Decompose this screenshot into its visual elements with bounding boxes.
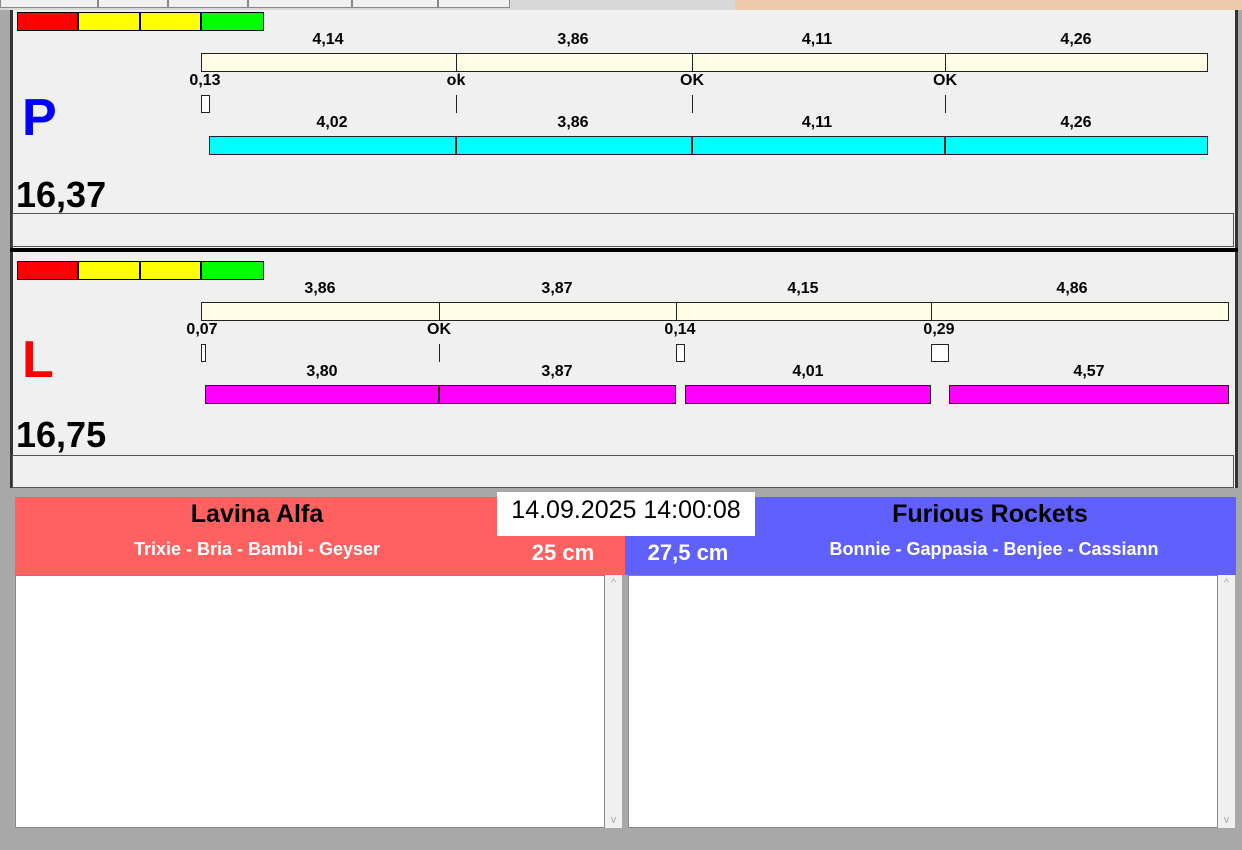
- color-scale-segment: [140, 12, 201, 31]
- bottom-bar-segment: [456, 136, 692, 155]
- marker-box: [676, 344, 685, 362]
- top-segment-label: 4,86: [1056, 280, 1088, 297]
- top-bar-divider: [931, 302, 932, 321]
- top-segment-label: 3,87: [541, 280, 573, 297]
- top-bar-divider: [676, 302, 677, 321]
- marker-label: OK: [933, 72, 957, 89]
- l-info-box: [12, 455, 1234, 488]
- top-segment-label: 3,86: [304, 280, 336, 297]
- bottom-segment-label: 4,57: [1073, 363, 1105, 380]
- bottom-segment-label: 4,02: [316, 114, 348, 131]
- team-right-members: Bonnie - Gappasia - Benjee - Cassiann: [829, 539, 1159, 559]
- marker-label: ok: [446, 72, 466, 89]
- team-right-scrollbar[interactable]: ^ v: [1218, 575, 1235, 828]
- marker-tick: [439, 344, 440, 362]
- tab[interactable]: [0, 0, 98, 8]
- bottom-segment-label: 4,26: [1060, 114, 1092, 131]
- marker-label: OK: [427, 321, 451, 338]
- bottom-segment-label: 3,80: [306, 363, 338, 380]
- bottom-bar-segment: [209, 136, 456, 155]
- top-segment-label: 4,11: [801, 31, 833, 48]
- l-total: 16,75: [16, 414, 107, 455]
- top-segment-label: 4,26: [1060, 31, 1092, 48]
- tab-strip: [0, 0, 735, 10]
- tab[interactable]: [168, 0, 248, 8]
- header-strip: [735, 0, 1242, 10]
- panel-divider: [10, 248, 1238, 252]
- color-scale-segment: [140, 261, 201, 280]
- team-right-height: 27,5 cm: [647, 540, 729, 565]
- marker-label: 0,13: [189, 72, 221, 89]
- team-left-list[interactable]: [15, 575, 605, 828]
- l-letter: L: [22, 331, 54, 389]
- p-total: 16,37: [16, 174, 107, 215]
- bottom-bar-segment: [439, 385, 676, 404]
- top-bar-divider: [439, 302, 440, 321]
- marker-label: 0,07: [186, 321, 218, 338]
- tab[interactable]: [98, 0, 168, 8]
- team-left-scrollbar[interactable]: ^ v: [605, 575, 622, 828]
- marker-tick: [945, 95, 946, 113]
- marker-box: [201, 95, 210, 113]
- panel-p: [10, 10, 1238, 248]
- team-left-height: 25 cm: [531, 540, 595, 565]
- bottom-bar-segment: [205, 385, 439, 404]
- color-scale-segment: [17, 12, 78, 31]
- tab[interactable]: [438, 0, 510, 8]
- team-left-name: Lavina Alfa: [190, 500, 324, 528]
- color-scale-segment: [78, 12, 140, 31]
- bottom-bar-segment: [685, 385, 931, 404]
- bottom-segment-label: 4,11: [801, 114, 833, 131]
- bottom-segment-label: 3,87: [541, 363, 573, 380]
- team-left-members: Trixie - Bria - Bambi - Geyser: [133, 539, 381, 559]
- marker-box: [931, 344, 949, 362]
- color-scale-segment: [78, 261, 140, 280]
- marker-label: 0,29: [923, 321, 955, 338]
- bottom-segment-label: 4,01: [792, 363, 824, 380]
- color-scale-segment: [201, 261, 264, 280]
- top-segment-label: 4,14: [312, 31, 344, 48]
- bottom-bar-segment: [949, 385, 1229, 404]
- color-scale-segment: [201, 12, 264, 31]
- tab[interactable]: [248, 0, 352, 8]
- bottom-bar-segment: [945, 136, 1208, 155]
- marker-tick: [456, 95, 457, 113]
- tab[interactable]: [352, 0, 438, 8]
- top-segment-label: 3,86: [557, 31, 589, 48]
- marker-tick: [692, 95, 693, 113]
- top-bar-divider: [456, 53, 457, 72]
- panel-l: [10, 252, 1238, 488]
- top-segment-label: 4,15: [787, 280, 819, 297]
- p-letter: P: [22, 89, 57, 147]
- bottom-bar-segment: [692, 136, 945, 155]
- top-bar: [201, 53, 1208, 72]
- p-info-box: [12, 213, 1234, 247]
- marker-label: OK: [680, 72, 704, 89]
- top-bar: [201, 302, 1229, 321]
- bottom-segment-label: 3,86: [557, 114, 589, 131]
- team-right-list[interactable]: [628, 575, 1218, 828]
- top-bar-divider: [692, 53, 693, 72]
- marker-box: [201, 344, 206, 362]
- top-bar-divider: [945, 53, 946, 72]
- datetime: 14.09.2025 14:00:08: [497, 492, 755, 536]
- marker-label: 0,14: [664, 321, 696, 338]
- team-right-name: Furious Rockets: [892, 500, 1088, 528]
- color-scale-segment: [17, 261, 78, 280]
